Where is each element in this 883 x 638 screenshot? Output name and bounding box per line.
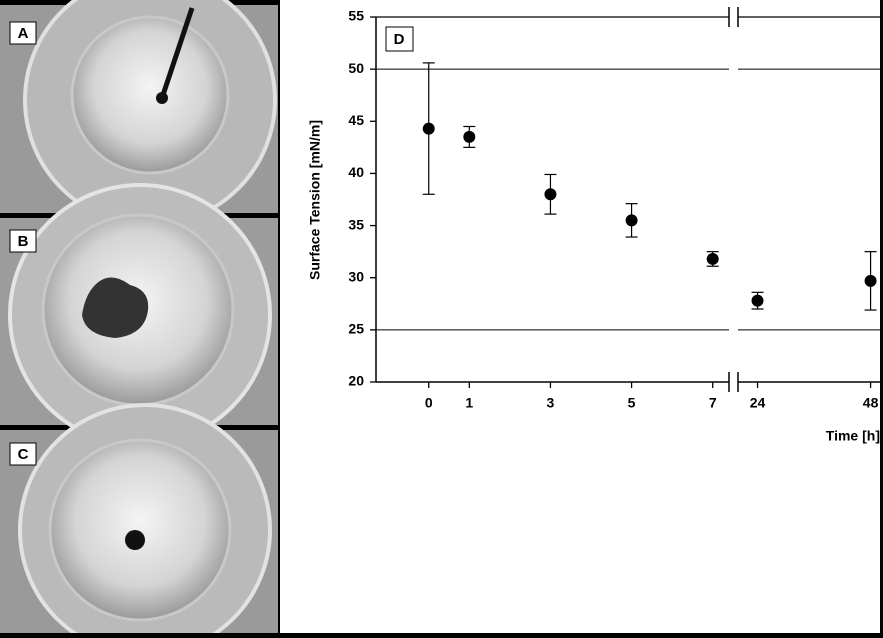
x-tick-label: 7 — [709, 395, 717, 411]
data-point — [864, 274, 877, 287]
panel-label: A — [18, 25, 29, 42]
panel-label: C — [18, 446, 29, 463]
data-point — [625, 214, 638, 227]
x-tick-label: 48 — [863, 395, 879, 411]
x-axis-label: Time [h] — [826, 428, 880, 444]
photo-c: C — [0, 403, 278, 638]
panel-label-box — [385, 26, 414, 52]
y-tick-label: 40 — [348, 164, 364, 180]
y-tick-label: 20 — [348, 373, 364, 389]
panel-label: B — [18, 233, 29, 250]
data-point — [422, 122, 435, 135]
y-tick-label: 55 — [348, 8, 364, 24]
x-tick-label: 1 — [465, 395, 473, 411]
photo-a: A — [0, 0, 278, 227]
x-tick-label: 3 — [547, 395, 555, 411]
photo-b: B — [0, 183, 278, 447]
x-tick-label: 0 — [425, 395, 433, 411]
y-tick-label: 30 — [348, 268, 364, 284]
data-point — [706, 252, 719, 265]
y-tick-label: 45 — [348, 112, 364, 128]
y-tick-label: 50 — [348, 60, 364, 76]
chart-background — [280, 0, 880, 633]
y-tick-label: 35 — [348, 216, 364, 232]
y-axis-label: Surface Tension [mN/m] — [307, 120, 323, 280]
x-tick-label: 5 — [628, 395, 636, 411]
x-tick-label: 24 — [750, 395, 766, 411]
data-point — [463, 130, 476, 143]
y-tick-label: 25 — [348, 321, 364, 337]
data-point — [751, 294, 764, 307]
panel-label: D — [394, 31, 405, 48]
data-point — [544, 188, 557, 201]
